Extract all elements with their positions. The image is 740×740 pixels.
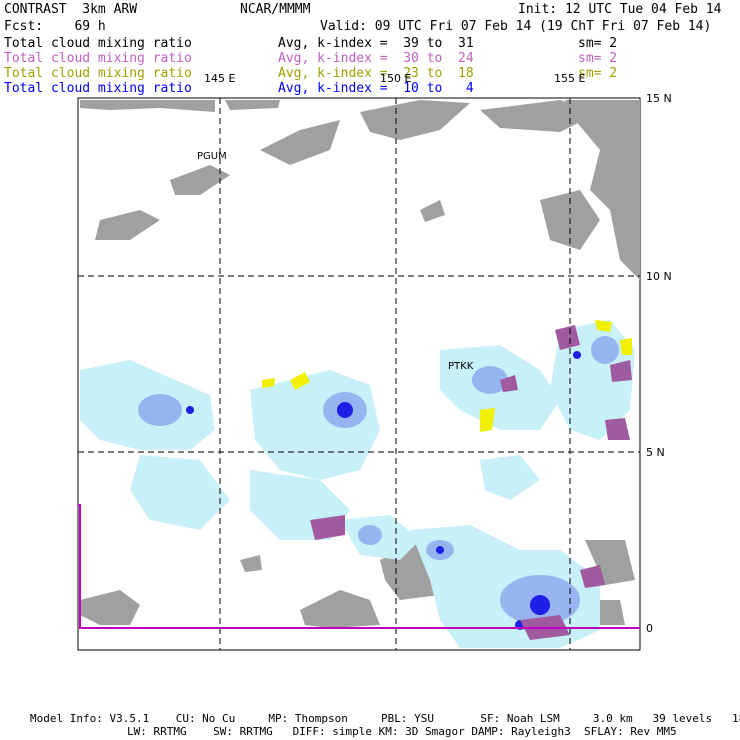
lat-label-10n: 10 N — [646, 270, 672, 283]
legend-range-3: Avg, k-index = 23 to 18 — [278, 66, 474, 81]
valid-time: Valid: 09 UTC Fri 07 Feb 14 (19 ChT Fri … — [320, 19, 712, 34]
legend-range-4: Avg, k-index = 10 to 4 — [278, 81, 474, 96]
legend-sm-3: sm= 2 — [578, 66, 618, 81]
yellow-cloud-field — [262, 320, 632, 432]
model-title: CONTRAST 3km ARW — [4, 2, 138, 17]
legend-field-4: Total cloud mixing ratio — [4, 81, 192, 96]
station-pgum: PGUM — [197, 151, 227, 162]
legend-range-2: Avg, k-index = 30 to 24 — [278, 51, 474, 66]
lon-label-150e: 150 E — [380, 72, 412, 85]
legend-field-1: Total cloud mixing ratio — [4, 36, 192, 51]
lat-lon-grid — [78, 98, 640, 650]
domain-boundary — [78, 504, 640, 629]
mid-cloud-field — [310, 325, 632, 640]
legend-range-1: Avg, k-index = 39 to 31 — [278, 36, 474, 51]
lat-label-5n: 5 N — [646, 446, 665, 459]
legend-field-2: Total cloud mixing ratio — [4, 51, 192, 66]
legend-field-3: Total cloud mixing ratio — [4, 66, 192, 81]
legend-sm-2: sm= 2 — [578, 51, 618, 66]
organization: NCAR/MMMM — [240, 2, 311, 17]
station-ptkk: PTKK — [448, 361, 474, 372]
lon-label-145e: 145 E — [204, 72, 236, 85]
footer-model-info-1: Model Info: V3.5.1 CU: No Cu MP: Thompso… — [30, 712, 740, 725]
footer-model-info-2: LW: RRTMG SW: RRTMG DIFF: simple KM: 3D … — [127, 725, 677, 738]
lon-label-155e: 155 E — [554, 72, 586, 85]
lat-label-15n: 15 N — [646, 92, 672, 105]
lat-label-0: 0 — [646, 622, 653, 635]
forecast-hour: Fcst: 69 h — [4, 19, 106, 34]
legend-sm-1: sm= 2 — [578, 36, 618, 51]
init-time: Init: 12 UTC Tue 04 Feb 14 — [518, 2, 722, 17]
